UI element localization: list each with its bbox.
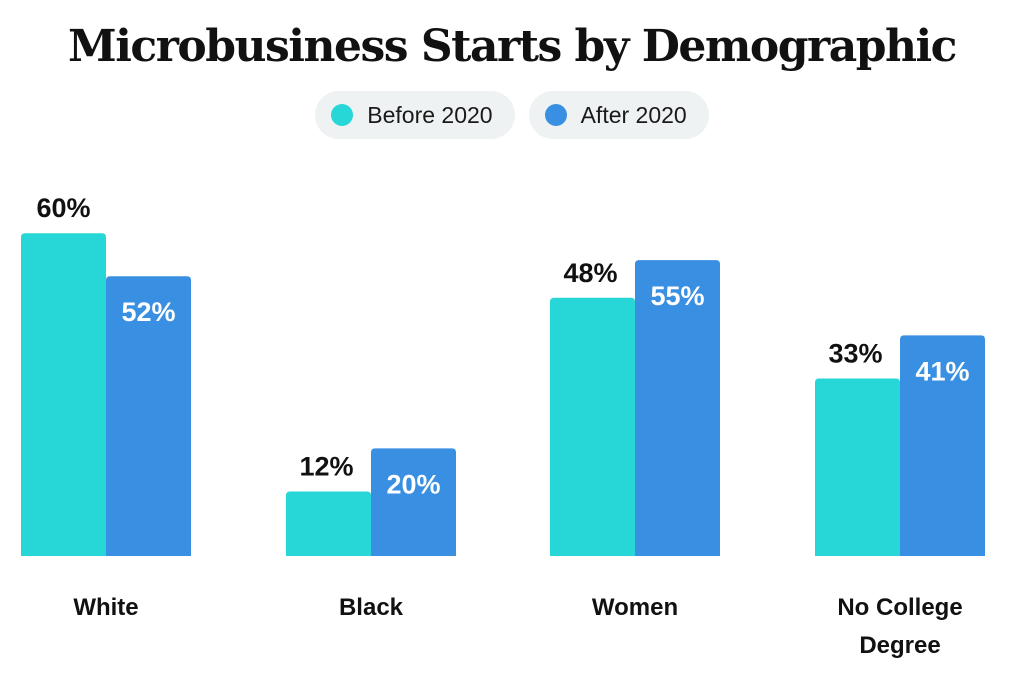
- category-label-white: White: [73, 594, 138, 621]
- bar-black-before-2020: [286, 491, 371, 556]
- data-label-black-before-2020: 12%: [299, 451, 353, 481]
- data-label-black-after-2020: 20%: [386, 469, 440, 499]
- legend: Before 2020 After 2020: [0, 91, 1024, 139]
- data-label-white-before-2020: 60%: [36, 193, 90, 223]
- bar-women-before-2020: [550, 297, 635, 556]
- bar-black-after-2020: [371, 448, 456, 556]
- legend-item-after-2020: After 2020: [528, 91, 709, 139]
- category-label-black: Black: [339, 594, 404, 621]
- bar-no-college-degree-after-2020: [900, 335, 985, 556]
- data-label-white-after-2020: 52%: [121, 297, 175, 327]
- data-label-no-college-degree-before-2020: 33%: [828, 338, 882, 368]
- category-label-no-college-degree: No College Degree: [837, 594, 962, 659]
- legend-item-before-2020: Before 2020: [315, 91, 515, 139]
- legend-label-after-2020: After 2020: [580, 101, 687, 128]
- chart-title: Microbusiness Starts by Demographic: [68, 21, 957, 72]
- bar-white-after-2020: [106, 276, 191, 556]
- data-label-no-college-degree-after-2020: 41%: [915, 356, 969, 386]
- bar-women-after-2020: [635, 260, 720, 556]
- category-label-women: Women: [592, 594, 678, 621]
- legend-swatch-after-2020: [544, 104, 567, 126]
- legend-label-before-2020: Before 2020: [367, 101, 493, 128]
- data-label-women-after-2020: 55%: [650, 281, 704, 311]
- legend-swatch-before-2020: [331, 104, 354, 126]
- data-label-women-before-2020: 48%: [563, 258, 617, 288]
- bar-white-before-2020: [21, 233, 106, 556]
- bar-no-college-degree-before-2020: [815, 378, 900, 556]
